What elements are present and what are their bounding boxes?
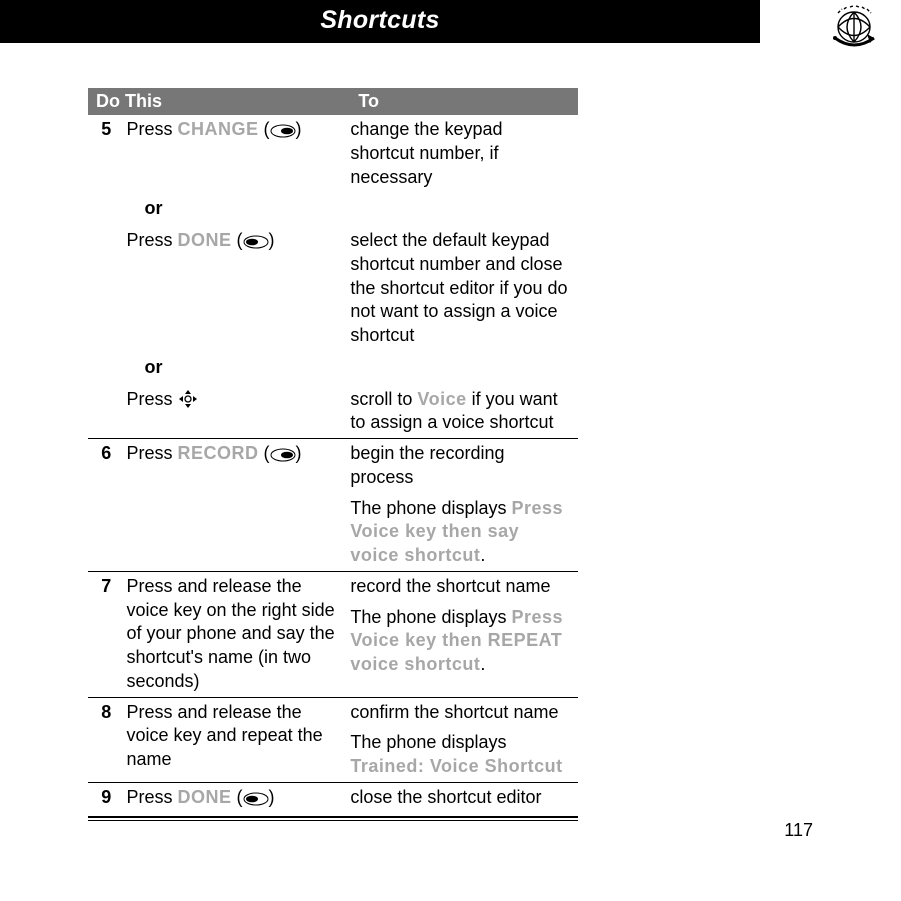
- text: The phone displays: [350, 732, 506, 752]
- page-title: Shortcuts: [0, 6, 760, 35]
- to-cell: select the default keypad shortcut numbe…: [350, 226, 578, 351]
- to-cell: change the keypad shortcut number, if ne…: [350, 115, 578, 192]
- or-label: or: [126, 195, 570, 223]
- text: Press: [126, 787, 177, 807]
- to-cell: scroll to Voice if you want to assign a …: [350, 385, 578, 439]
- softkey-label: RECORD: [178, 443, 259, 463]
- table-row: 8 Press and release the voice key and re…: [88, 698, 578, 783]
- soft-key-right-icon: [243, 789, 269, 813]
- table-row: 9 Press DONE () close the shortcut edito…: [88, 783, 578, 817]
- text: confirm the shortcut name: [350, 701, 570, 725]
- text: scroll to: [350, 389, 417, 409]
- text: begin the recording process: [350, 442, 570, 490]
- text: record the shortcut name: [350, 575, 570, 599]
- to-cell: close the shortcut editor: [350, 783, 578, 817]
- step-number: 7: [88, 572, 126, 697]
- soft-key-right-icon: [243, 232, 269, 256]
- display-text: Trained: Voice Shortcut: [350, 756, 562, 776]
- shortcuts-table: Do This To 5 Press CHANGE () change the …: [88, 88, 578, 821]
- step-number: 6: [88, 439, 126, 571]
- col-do-this: Do This: [88, 88, 350, 115]
- table-row: 6 Press RECORD () begin the recording pr…: [88, 439, 578, 571]
- do-cell: Press DONE (): [126, 226, 350, 351]
- step-number: 5: [88, 115, 126, 192]
- text: .: [480, 545, 485, 565]
- step-number: 9: [88, 783, 126, 817]
- do-cell: Press RECORD (): [126, 439, 350, 571]
- do-cell: Press: [126, 385, 350, 439]
- table-row: 5 Press CHANGE () change the keypad shor…: [88, 115, 578, 192]
- text: Press: [126, 119, 177, 139]
- nav-key-icon: [178, 389, 198, 416]
- table-header-row: Do This To: [88, 88, 578, 115]
- to-cell: confirm the shortcut name The phone disp…: [350, 698, 578, 783]
- to-cell: begin the recording process The phone di…: [350, 439, 578, 571]
- softkey-label: DONE: [178, 230, 232, 250]
- or-label: or: [126, 354, 570, 382]
- display-text: Voice: [417, 389, 466, 409]
- text: Press: [126, 230, 177, 250]
- do-cell: Press DONE (): [126, 783, 350, 817]
- text: Press: [126, 443, 177, 463]
- table-row: 7 Press and release the voice key on the…: [88, 572, 578, 697]
- do-cell: Press CHANGE (): [126, 115, 350, 192]
- table-row: Press DONE () select the default keypad …: [88, 226, 578, 351]
- page-number: 117: [784, 820, 813, 841]
- softkey-label: CHANGE: [178, 119, 259, 139]
- do-cell: Press and release the voice key on the r…: [126, 572, 350, 697]
- soft-key-left-icon: [270, 121, 296, 145]
- col-to: To: [350, 88, 578, 115]
- world-arrow-icon: [827, 4, 881, 55]
- softkey-label: DONE: [178, 787, 232, 807]
- text: Press: [126, 389, 177, 409]
- do-cell: Press and release the voice key and repe…: [126, 698, 350, 783]
- text: The phone displays: [350, 607, 511, 627]
- text: .: [480, 654, 485, 674]
- table-row: Press scroll to Voice if you want to ass…: [88, 385, 578, 439]
- text: The phone displays: [350, 498, 511, 518]
- soft-key-left-icon: [270, 445, 296, 469]
- step-number: 8: [88, 698, 126, 783]
- to-cell: record the shortcut name The phone displ…: [350, 572, 578, 697]
